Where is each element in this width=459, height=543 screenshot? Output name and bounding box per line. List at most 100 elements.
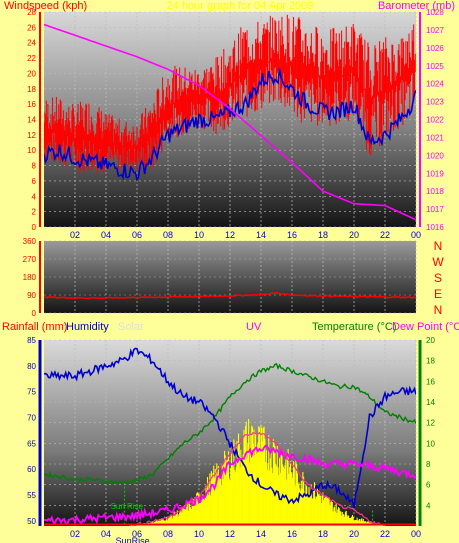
multi-legend-labels: Rainfall (mm)Humidity Solar UV Temperature … — [2, 321, 459, 333]
compass-letter: S — [434, 271, 442, 285]
barometer-tick-label: 1018 — [426, 187, 444, 196]
temperature-tick-label: 12 — [426, 419, 435, 428]
barometer-axis-label: Barometer (mb) — [378, 0, 455, 12]
direction-tick-label: 180 — [23, 273, 37, 282]
compass-letter: W — [432, 255, 444, 269]
x-tick-label: 22 — [380, 230, 390, 240]
x-tick-label: 18 — [318, 529, 328, 539]
x-tick-label: 14 — [256, 230, 266, 240]
windspeed-tick-label: 4 — [32, 192, 37, 201]
windspeed-tick-label: 16 — [27, 100, 36, 109]
temperature-tick-label: 18 — [426, 357, 435, 366]
x-tick-label: 18 — [318, 230, 328, 240]
uv-line — [129, 431, 385, 526]
x-tick-label: 16 — [287, 529, 297, 539]
x-tick-label: 16 — [287, 230, 297, 240]
barometer-tick-label: 1023 — [426, 98, 444, 107]
wind-direction-line — [44, 291, 416, 300]
barometer-tick-label: 1021 — [426, 133, 444, 142]
temperature-tick-label: 20 — [426, 336, 435, 345]
sunrise-axis-label: SunRise — [116, 536, 150, 543]
temperature-tick-label: 10 — [426, 439, 435, 448]
humidity-tick-label: 75 — [27, 388, 36, 397]
barometer-tick-label: 1027 — [426, 26, 444, 35]
humidity-line — [44, 347, 416, 509]
x-tick-label: 20 — [349, 529, 359, 539]
barometer-tick-label: 1020 — [426, 151, 444, 160]
x-tick-label: 04 — [101, 529, 111, 539]
sunrise-label: Sun Rise — [111, 502, 144, 511]
compass-letter: N — [434, 239, 443, 253]
wind-direction-grid — [44, 240, 417, 314]
humidity-tick-label: 50 — [27, 517, 36, 526]
x-tick-label: 02 — [70, 230, 80, 240]
temperature-tick-label: 6 — [426, 481, 431, 490]
humidity-tick-label: 70 — [27, 414, 36, 423]
barometer-tick-label: 1016 — [426, 223, 444, 232]
direction-tick-label: 0 — [32, 309, 37, 318]
windspeed-tick-label: 0 — [32, 223, 37, 232]
x-tick-label: 14 — [256, 529, 266, 539]
x-tick-label: 22 — [380, 529, 390, 539]
panel-label: Solar — [118, 321, 144, 333]
temperature-tick-label: 14 — [426, 398, 435, 407]
wind-direction-series — [44, 291, 416, 300]
barometer-line — [44, 23, 416, 221]
wind-baro-ticks: 0246810121416182022242628101610171018101… — [27, 8, 444, 240]
x-tick-label: 02 — [70, 529, 80, 539]
compass-letter: E — [434, 287, 442, 301]
direction-tick-label: 270 — [23, 255, 37, 264]
x-tick-label: 06 — [132, 230, 142, 240]
humidity-tick-label: 55 — [27, 491, 36, 500]
x-tick-label: 04 — [101, 230, 111, 240]
windspeed-tick-label: 18 — [27, 85, 36, 94]
windspeed-axis-label: Windspeed (kph) — [4, 0, 87, 12]
multi-ticks: 50 55 60 65 70 75 80 85 4 6 8 10 12 14 16 18 20 02 04 06 08 1… — [27, 336, 435, 543]
x-tick-label: 10 — [194, 529, 204, 539]
barometer-tick-label: 1019 — [426, 169, 444, 178]
humidity-tick-label: 80 — [27, 362, 36, 371]
windspeed-tick-label: 12 — [27, 131, 36, 140]
compass-letter: N — [434, 303, 443, 317]
windspeed-tick-label: 10 — [27, 146, 36, 155]
x-tick-label: 00 — [411, 230, 421, 240]
x-tick-label: 08 — [163, 230, 173, 240]
humidity-tick-label: 60 — [27, 465, 36, 474]
wind-baro-title: 24 hour graph for 04 Apr 2009 — [167, 0, 314, 12]
windspeed-tick-label: 20 — [27, 69, 36, 78]
wind-average-line — [44, 68, 416, 182]
barometer-tick-label: 1025 — [426, 62, 444, 71]
barometer-tick-label: 1026 — [426, 44, 444, 53]
windspeed-tick-label: 26 — [27, 23, 36, 32]
panel-label: Temperature (°C) — [312, 321, 396, 333]
x-tick-label: 20 — [349, 230, 359, 240]
wind-direction-ticks: 0 90 180 270 360 — [23, 237, 41, 318]
temperature-tick-label: 16 — [426, 377, 435, 386]
temperature-tick-label: 4 — [426, 501, 431, 510]
panel-label: Dew Point (°C) — [392, 321, 459, 333]
barometer-tick-label: 1028 — [426, 8, 444, 17]
x-tick-label: 10 — [194, 230, 204, 240]
x-tick-label: 06 — [132, 529, 142, 539]
barometer-tick-label: 1024 — [426, 80, 444, 89]
windspeed-tick-label: 2 — [32, 208, 37, 217]
x-tick-label: 12 — [225, 230, 235, 240]
direction-tick-label: 360 — [23, 237, 37, 246]
x-tick-label: 00 — [411, 529, 421, 539]
temperature-tick-label: 8 — [426, 460, 431, 469]
direction-tick-label: 90 — [27, 291, 36, 300]
x-tick-label: 08 — [163, 529, 173, 539]
x-tick-label: 12 — [225, 529, 235, 539]
wind-baro-series — [44, 14, 416, 221]
panel-label: UV — [246, 321, 262, 333]
windspeed-tick-label: 8 — [32, 162, 37, 171]
windspeed-tick-label: 14 — [27, 116, 36, 125]
multi-series: Sun Rise — [44, 347, 416, 526]
temperature-line — [44, 363, 416, 485]
dew-point-line — [44, 444, 416, 526]
panel-label: Rainfall (mm) — [2, 321, 67, 333]
humidity-tick-label: 65 — [27, 439, 36, 448]
windspeed-tick-label: 28 — [27, 8, 36, 17]
